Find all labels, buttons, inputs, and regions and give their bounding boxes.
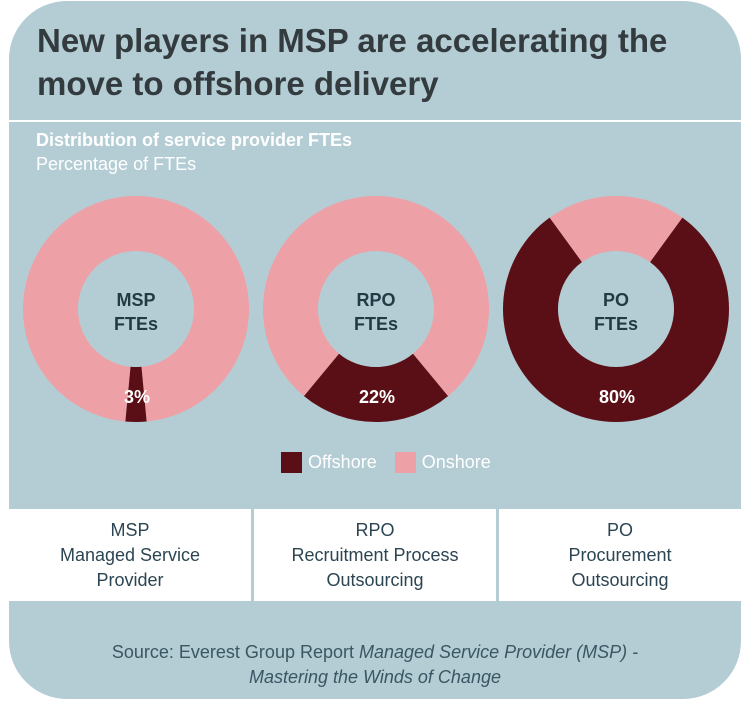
- legend-item-onshore: Onshore: [394, 452, 491, 473]
- page-title: New players in MSP are accelerating the …: [37, 22, 668, 102]
- source-report-title-line2: Mastering the Winds of Change: [249, 667, 501, 687]
- abbreviation-text-line2: Outsourcing: [571, 569, 669, 590]
- donut-center-label-po: FTEs: [594, 314, 638, 334]
- legend-item-offshore: Offshore: [281, 452, 377, 473]
- chart-unit-label: Percentage of FTEs: [36, 154, 197, 174]
- chart-legend: Offshore Onshore: [281, 452, 509, 473]
- donut-percent-label-po: 80%: [599, 387, 635, 407]
- donut-slice-offshore-msp: [125, 366, 147, 422]
- source-report-title-line1: Managed Service Provider (MSP) -: [359, 642, 639, 662]
- donut-slice-offshore-po: [502, 217, 729, 422]
- donut-center-label-po: PO: [603, 290, 629, 310]
- legend-swatch-onshore: [394, 452, 416, 473]
- donut-slice-offshore-rpo: [303, 353, 449, 422]
- legend-label-onshore: Onshore: [421, 452, 491, 472]
- abbreviation-code: PO: [606, 519, 633, 540]
- abbreviation-text-line1: Recruitment Process: [291, 544, 459, 565]
- abbreviation-text-line1: Procurement: [568, 544, 672, 565]
- donut-center-label-msp: FTEs: [114, 314, 158, 334]
- abbreviation-text-line2: Outsourcing: [326, 569, 424, 590]
- abbreviation-row: MSP Managed Service Provider RPO Recruit…: [9, 509, 741, 601]
- donut-center-label-rpo: RPO: [356, 290, 395, 310]
- donut-center-label-msp: MSP: [116, 290, 155, 310]
- source-prefix: Source: Everest Group Report: [111, 642, 359, 662]
- donut-percent-label-msp: 3%: [124, 387, 150, 407]
- donut-slice-onshore-rpo: [262, 195, 489, 397]
- source-citation: Source: Everest Group Report Managed Ser…: [9, 640, 741, 690]
- donut-slice-onshore-po: [549, 196, 683, 263]
- title-divider: [9, 120, 741, 122]
- abbreviation-text-line1: Managed Service: [59, 544, 201, 565]
- abbreviation-code: RPO: [355, 519, 395, 540]
- infographic-card: New players in MSP are accelerating the …: [9, 1, 741, 699]
- abbreviation-cell-msp: MSP Managed Service Provider: [9, 509, 251, 601]
- legend-swatch-offshore: [281, 452, 302, 473]
- abbreviation-cell-po: PO Procurement Outsourcing: [499, 509, 741, 601]
- abbreviation-cell-rpo: RPO Recruitment Process Outsourcing: [254, 509, 496, 601]
- chart-subtitle: Distribution of service provider FTEs: [36, 130, 353, 150]
- donut-charts: MSP FTEs 3% RPO FTEs 22% PO FTEs 80%: [23, 195, 729, 422]
- donut-slice-onshore-msp: [23, 195, 249, 422]
- donut-center-label-rpo: FTEs: [354, 314, 398, 334]
- abbreviation-text-line2: Provider: [96, 569, 164, 590]
- abbreviation-code: MSP: [110, 519, 150, 540]
- donut-percent-label-rpo: 22%: [359, 387, 395, 407]
- legend-label-offshore: Offshore: [308, 452, 377, 472]
